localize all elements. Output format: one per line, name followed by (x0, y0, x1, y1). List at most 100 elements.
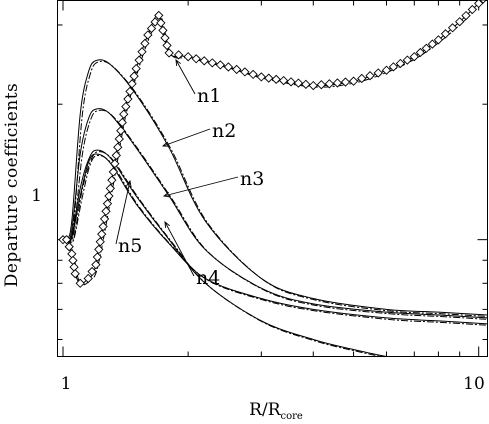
annotation-n2-arrowhead (161, 141, 170, 147)
series-n1-marker (129, 71, 139, 81)
series-n5-line-alt (64, 155, 488, 326)
axis-ticks (57, 0, 488, 357)
series-n1-marker (125, 86, 135, 97)
series-n1-marker (461, 10, 471, 21)
annotation-n5-arrowhead (126, 179, 132, 187)
series-n1-marker (232, 64, 242, 75)
series-n1-marker (140, 38, 150, 49)
series-n1-marker (104, 191, 114, 201)
series-n1-marker (240, 67, 250, 77)
series-n1-marker (286, 77, 296, 87)
series-n1-marker (64, 242, 74, 252)
annotation-n2: n2 (212, 120, 236, 142)
series-n1-marker (101, 206, 111, 216)
series-n1-marker (150, 17, 160, 27)
series-n1-marker (278, 75, 289, 86)
series-n1-marker (415, 47, 425, 58)
series-n1-marker (107, 175, 117, 185)
series-n1-marker (308, 80, 318, 91)
series-n1-marker (87, 266, 97, 277)
x-axis-label-main: R/R (249, 400, 282, 420)
series-n1-marker (340, 77, 351, 87)
series-n1-marker (447, 23, 458, 33)
annotation-n1-arrowhead (175, 58, 182, 67)
series-n1-marker (207, 58, 217, 68)
series-n5-line (62, 153, 488, 325)
series-n1-marker (164, 48, 174, 58)
series-n3-line (62, 108, 488, 319)
series-n1-marker (183, 52, 193, 62)
series-n1-marker (143, 30, 153, 40)
series-n1-marker (332, 78, 343, 88)
annotation-n3-arrow (163, 176, 239, 197)
series-n1-marker (123, 94, 133, 104)
series-n1-marker (158, 25, 168, 36)
series-n1-marker (92, 252, 102, 262)
series-n1-marker (117, 117, 127, 128)
series-n1-marker (98, 221, 108, 232)
annotation-layer: n1 n2 n3 n4 n5 (115, 58, 264, 289)
series-n1-marker (293, 78, 304, 88)
series-n4-line-alt (64, 151, 384, 357)
series-n1-marker (95, 237, 105, 247)
series-n1-marker (271, 74, 281, 85)
series-n1-marker (421, 43, 431, 53)
annotation-n3: n3 (240, 168, 264, 190)
series-n1-marker (131, 63, 141, 74)
annotation-n1-arrow (175, 59, 196, 95)
annotation-n1: n1 (197, 85, 221, 107)
series-n1-marker (113, 142, 123, 152)
series-n2-line (62, 59, 488, 316)
series-n1-marker (427, 39, 438, 49)
series-n1-marker (324, 79, 335, 89)
series-n1-marker (433, 35, 444, 45)
series-n1-marker (191, 54, 201, 64)
series-n1-marker (134, 55, 144, 65)
series-n1-marker (75, 278, 85, 288)
series-n1-marker (105, 183, 116, 194)
y-axis-label: Departure coefficients (2, 83, 22, 288)
series-n1-marker (111, 150, 121, 161)
series-n1-marker (199, 56, 209, 66)
series-n1-marker (127, 79, 137, 89)
series-n1-marker (69, 262, 79, 272)
series-n3-line-alt (64, 109, 488, 320)
series-n1-marker (301, 79, 311, 89)
x-tick-label-10: 10 (463, 374, 485, 394)
series-n1-marker (160, 33, 170, 43)
series-n1-marker (373, 68, 383, 78)
series-n1-marker (119, 109, 129, 119)
series-n1-marker (248, 69, 258, 80)
series-n1-marker (223, 62, 234, 72)
plot-frame (57, 0, 488, 357)
x-axis-label-subscript: core (281, 411, 303, 422)
marker-layer (58, 0, 487, 288)
series-n1-marker (114, 134, 124, 144)
x-axis-label: R/Rcore (249, 400, 303, 422)
x-tick-label-1: 1 (61, 374, 72, 394)
series-n1-marker (70, 269, 80, 279)
series-n1-marker (365, 71, 375, 81)
series-n1-marker (173, 50, 184, 60)
series-n1-marker (479, 0, 487, 4)
series-n1-marker (381, 65, 392, 75)
series-n1-marker (348, 76, 359, 86)
annotation-n5-arrow (115, 180, 131, 245)
annotation-n4-arrowhead (164, 220, 170, 229)
annotation-n2-arrow (162, 128, 211, 147)
series-n1-marker (395, 58, 406, 69)
annotation-n5: n5 (118, 235, 142, 257)
series-n1-marker (455, 17, 465, 27)
annotation-n3-arrowhead (162, 192, 171, 198)
series-n1-marker (99, 214, 110, 224)
series-n1-marker (256, 72, 266, 82)
series-n1-marker (156, 18, 166, 28)
series-n1-marker (409, 52, 419, 62)
series-n1-marker (357, 73, 367, 84)
series-n1-marker (97, 229, 107, 239)
series-n1-marker (83, 273, 93, 284)
series-n1-marker (215, 60, 225, 70)
series-n1-marker (402, 55, 412, 65)
series-n1-marker (137, 47, 147, 57)
